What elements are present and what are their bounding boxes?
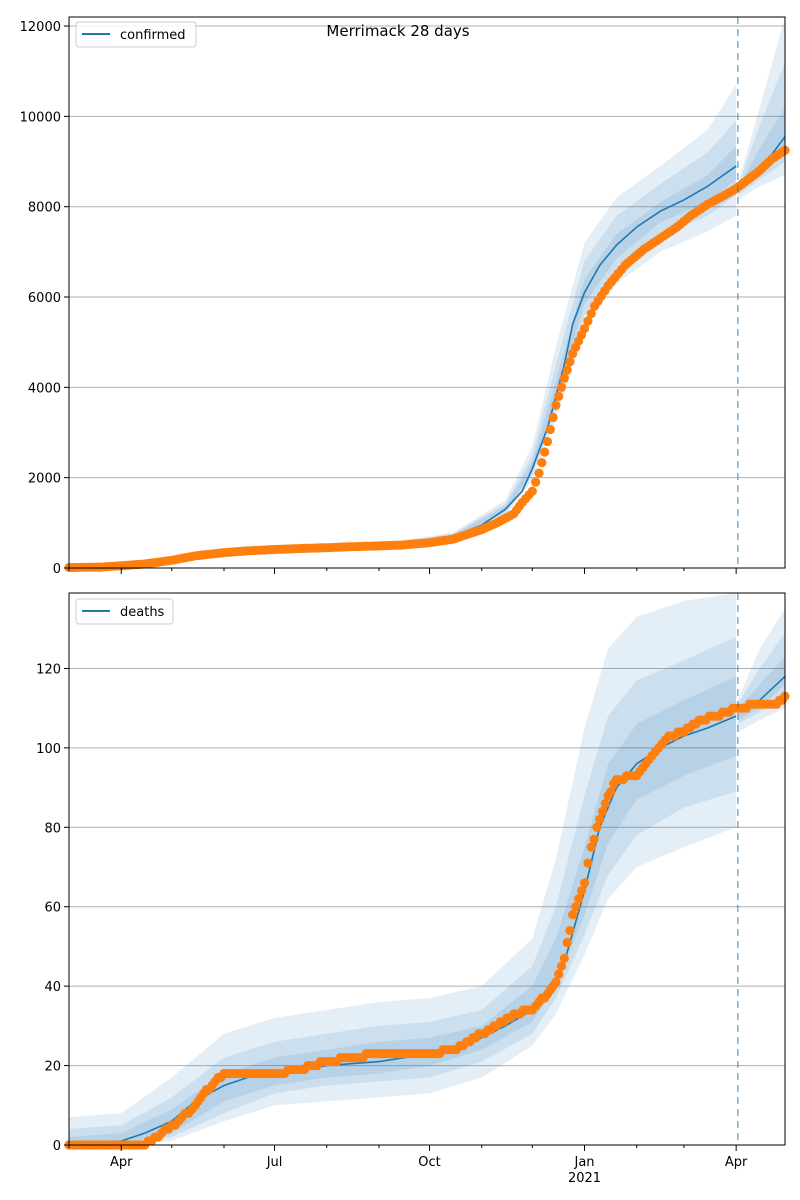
confirmed-observed-points: [64, 145, 790, 573]
deaths-legend-label: deaths: [120, 605, 165, 620]
confirmed-legend-label: confirmed: [120, 28, 186, 43]
deaths-observed-point: [595, 814, 605, 824]
deaths-x-ticks: Apr Jul Oct Jan Apr: [68, 1145, 748, 1170]
deaths-panel: 0 20 40 60 80 100 120 Apr Jul Oct Jan Apr 2021 dea…: [36, 592, 790, 1186]
deaths-observed-point: [559, 953, 569, 963]
deaths-observed-point: [589, 834, 599, 844]
x-tick-label: Oct: [418, 1155, 440, 1170]
confirmed-observed-point: [548, 412, 558, 423]
deaths-observed-point: [606, 786, 616, 797]
x-year-label: 2021: [568, 1171, 601, 1186]
deaths-y-tick-label: 120: [36, 662, 61, 677]
confirmed-y-tick-label: 8000: [28, 201, 61, 216]
confirmed-y-ticks: 0 2000 4000 6000 8000 10000 12000: [20, 20, 69, 577]
confirmed-y-tick-label: 6000: [28, 291, 61, 306]
confirmed-y-tick-label: 4000: [28, 381, 61, 396]
deaths-observed-point: [576, 886, 587, 896]
confirmed-observed-point: [527, 486, 537, 496]
confirmed-observed-point: [551, 400, 561, 411]
confirmed-x-ticks: [68, 568, 737, 574]
confirmed-observed-point: [534, 468, 544, 478]
deaths-axes-frame: [68, 592, 786, 1146]
deaths-band: [69, 636, 737, 1145]
deaths-observed-point: [597, 806, 608, 817]
deaths-observed-point: [600, 798, 610, 809]
deaths-observed-point: [554, 969, 564, 979]
x-tick-label: Apr: [725, 1155, 748, 1170]
x-tick-label: Jul: [266, 1155, 283, 1170]
deaths-observed-point: [562, 937, 572, 948]
confirmed-observed-point: [540, 447, 550, 457]
confirmed-panel: 0 2000 4000 6000 8000 10000 12000 Merrimack 28…: [20, 16, 790, 577]
deaths-model-line-segment: [759, 675, 786, 701]
deaths-observed-point: [565, 925, 575, 936]
confirmed-observed-point: [583, 316, 593, 326]
deaths-legend: deaths: [75, 598, 174, 625]
x-tick-label: Apr: [110, 1155, 133, 1170]
confirmed-legend: confirmed: [75, 21, 197, 48]
deaths-observed-point: [551, 977, 561, 987]
confirmed-observed-point: [542, 436, 553, 447]
deaths-y-tick-label: 100: [36, 742, 61, 757]
deaths-y-ticks: 0 20 40 60 80 100 120: [36, 662, 69, 1154]
deaths-y-tick-label: 20: [44, 1060, 61, 1075]
deaths-y-tick-label: 40: [44, 980, 61, 995]
x-tick-label: Jan: [573, 1155, 594, 1170]
deaths-observed-point: [579, 878, 590, 888]
confirmed-observed-point: [556, 382, 567, 392]
confirmed-legend-box: [75, 21, 197, 48]
confirmed-observed-point: [554, 391, 564, 401]
deaths-y-tick-label: 60: [44, 901, 61, 916]
confirmed-observed-point: [531, 477, 541, 487]
deaths-observed-point: [571, 902, 581, 912]
deaths-band: [69, 593, 737, 1145]
deaths-y-tick-label: 80: [44, 821, 61, 836]
confirmed-axes-frame: [68, 16, 786, 569]
deaths-observed-points: [64, 691, 790, 1150]
confirmed-observed-point: [565, 357, 575, 367]
confirmed-observed-point: [579, 324, 590, 334]
chart-title: Merrimack 28 days: [326, 22, 469, 40]
confirmed-observed-point: [537, 458, 547, 468]
confirmed-y-tick-label: 10000: [20, 110, 61, 125]
confirmed-observed-point: [559, 373, 569, 383]
deaths-legend-box: [75, 598, 174, 625]
confirmed-observed-point: [562, 365, 572, 375]
confirmed-observed-point: [586, 308, 596, 319]
deaths-observed-point: [592, 822, 602, 832]
deaths-y-tick-label: 0: [53, 1139, 61, 1154]
deaths-observed-point: [586, 842, 596, 852]
confirmed-observed-point: [545, 424, 555, 435]
deaths-observed-point: [583, 858, 593, 868]
confirmed-band: [737, 107, 785, 194]
deaths-gridlines: [69, 667, 785, 1146]
confirmed-y-tick-label: 0: [53, 562, 61, 577]
confirmed-y-tick-label: 2000: [28, 472, 61, 487]
deaths-observed-point: [556, 961, 567, 971]
confirmed-y-tick-label: 12000: [20, 20, 61, 35]
deaths-observed-point: [568, 910, 578, 920]
deaths-observed-point: [574, 894, 584, 904]
